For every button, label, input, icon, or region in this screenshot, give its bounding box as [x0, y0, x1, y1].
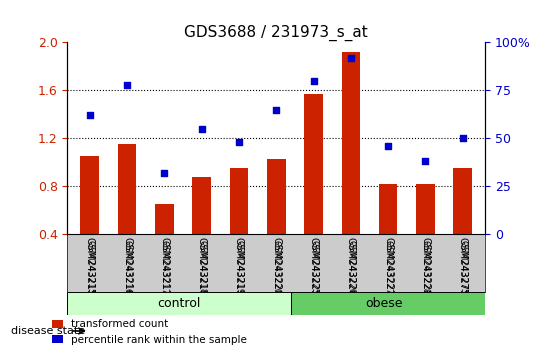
Text: GSM243275: GSM243275: [458, 237, 468, 297]
Text: GSM243275: GSM243275: [458, 240, 467, 295]
Text: GSM243226: GSM243226: [347, 240, 355, 295]
Point: [272, 107, 281, 113]
Text: disease state: disease state: [11, 326, 85, 336]
Bar: [453, 169, 472, 234]
Bar: [155, 205, 174, 234]
Text: GSM243225: GSM243225: [309, 240, 318, 295]
Bar: [118, 144, 136, 234]
Bar: [67, 292, 291, 315]
Legend: transformed count, percentile rank within the sample: transformed count, percentile rank withi…: [49, 315, 251, 349]
Text: GSM243228: GSM243228: [420, 237, 431, 297]
Text: GSM243218: GSM243218: [197, 240, 206, 295]
Text: GSM243220: GSM243220: [272, 240, 281, 295]
Point: [197, 126, 206, 132]
Bar: [267, 159, 286, 234]
Text: GSM243215: GSM243215: [85, 237, 95, 297]
Text: GSM243217: GSM243217: [160, 237, 169, 297]
Text: GSM243219: GSM243219: [234, 237, 244, 296]
Text: GSM243217: GSM243217: [160, 240, 169, 295]
Text: GSM243216: GSM243216: [122, 237, 132, 296]
Bar: [230, 169, 248, 234]
Text: GSM243220: GSM243220: [271, 237, 281, 297]
Text: obese: obese: [365, 297, 403, 310]
Point: [384, 143, 392, 149]
Point: [160, 170, 169, 176]
Title: GDS3688 / 231973_s_at: GDS3688 / 231973_s_at: [184, 25, 368, 41]
Text: GSM243227: GSM243227: [383, 237, 393, 297]
Point: [123, 82, 132, 87]
Point: [347, 55, 355, 61]
Bar: [192, 177, 211, 234]
Point: [421, 159, 430, 164]
Text: GSM243219: GSM243219: [234, 240, 244, 295]
Bar: [80, 156, 99, 234]
Bar: [291, 292, 485, 315]
Point: [458, 136, 467, 141]
Point: [86, 113, 94, 118]
Text: GSM243226: GSM243226: [346, 237, 356, 297]
Text: GSM243225: GSM243225: [308, 237, 319, 297]
Bar: [416, 184, 435, 234]
Text: GSM243227: GSM243227: [384, 240, 392, 295]
Text: GSM243215: GSM243215: [85, 240, 94, 295]
Point: [309, 78, 318, 84]
Bar: [342, 52, 360, 234]
Text: GSM243216: GSM243216: [122, 240, 132, 295]
Bar: [379, 184, 397, 234]
Text: control: control: [157, 297, 201, 310]
Text: GSM243218: GSM243218: [197, 237, 206, 296]
Text: GSM243228: GSM243228: [421, 240, 430, 295]
Point: [234, 139, 243, 145]
Bar: [304, 94, 323, 234]
